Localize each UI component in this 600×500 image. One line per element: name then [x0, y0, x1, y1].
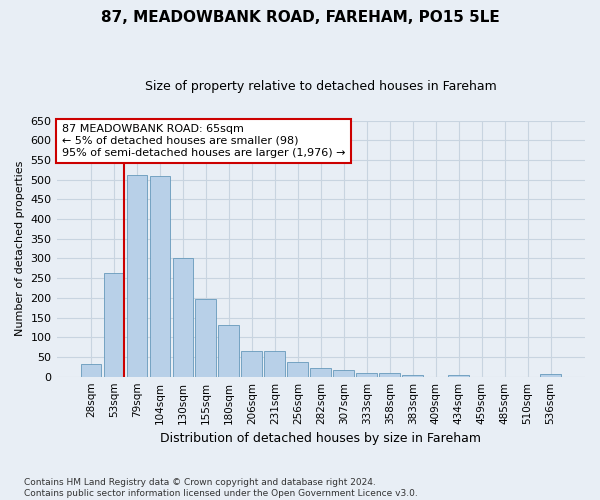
Bar [540, 374, 561, 376]
Bar [379, 373, 400, 376]
Bar [149, 176, 170, 376]
Bar [196, 300, 216, 376]
Text: 87 MEADOWBANK ROAD: 65sqm
← 5% of detached houses are smaller (98)
95% of semi-d: 87 MEADOWBANK ROAD: 65sqm ← 5% of detach… [62, 124, 346, 158]
Bar [173, 258, 193, 376]
Bar [448, 374, 469, 376]
Bar [127, 175, 147, 376]
Bar [80, 364, 101, 376]
Bar [356, 372, 377, 376]
Y-axis label: Number of detached properties: Number of detached properties [15, 161, 25, 336]
Bar [287, 362, 308, 376]
Bar [241, 351, 262, 376]
Title: Size of property relative to detached houses in Fareham: Size of property relative to detached ho… [145, 80, 497, 93]
Bar [334, 370, 354, 376]
Bar [310, 368, 331, 376]
X-axis label: Distribution of detached houses by size in Fareham: Distribution of detached houses by size … [160, 432, 481, 445]
Bar [104, 273, 124, 376]
Bar [403, 374, 423, 376]
Bar [265, 351, 285, 376]
Bar [218, 325, 239, 376]
Text: Contains HM Land Registry data © Crown copyright and database right 2024.
Contai: Contains HM Land Registry data © Crown c… [24, 478, 418, 498]
Text: 87, MEADOWBANK ROAD, FAREHAM, PO15 5LE: 87, MEADOWBANK ROAD, FAREHAM, PO15 5LE [101, 10, 499, 25]
